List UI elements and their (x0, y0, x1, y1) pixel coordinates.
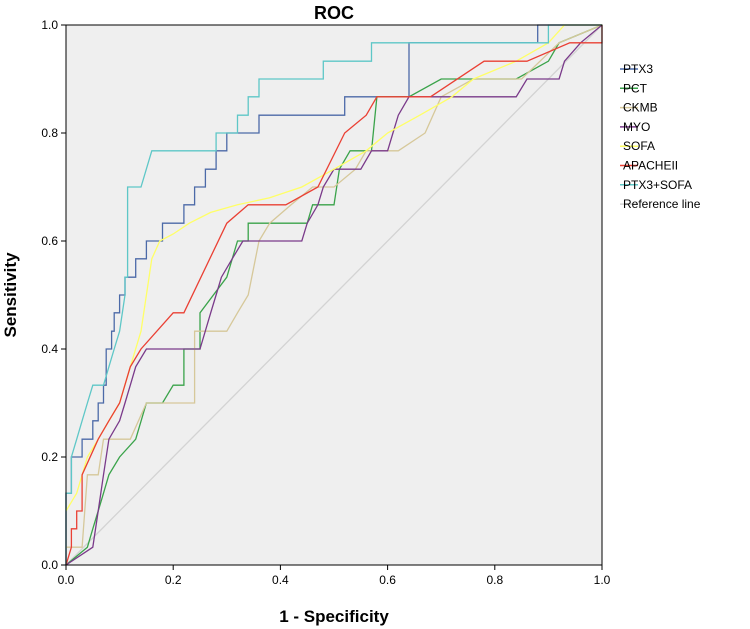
x-tick-label: 0.0 (58, 573, 75, 587)
series-line-ckmb (66, 24, 603, 548)
y-tick-label: 0.0 (41, 558, 58, 572)
legend-label: MYO (623, 120, 650, 134)
x-tick-label: 0.6 (379, 573, 396, 587)
series-line-ptx3-sofa (65, 24, 602, 565)
legend-label: PCT (623, 81, 648, 95)
series-line-myo (65, 24, 603, 566)
axis-ticks: 0.0 0.2 0.4 0.6 0.8 1.0 0.0 0.2 0.4 0.6 0.8 1.0 (41, 18, 610, 587)
y-axis-label: Sensitivity (1, 252, 20, 338)
x-tick-label: 0.4 (272, 573, 289, 587)
legend-label: CKMB (623, 101, 658, 115)
series-line-reference-line (65, 24, 603, 566)
x-axis-label: 1 - Specificity (279, 607, 389, 626)
legend-label: PTX3 (623, 62, 653, 76)
x-tick-label: 0.8 (486, 573, 503, 587)
y-tick-label: 1.0 (41, 18, 58, 32)
x-tick-label: 0.2 (165, 573, 182, 587)
legend-label: PTX3+SOFA (623, 178, 692, 192)
legend-label: Reference line (623, 197, 701, 211)
y-tick-label: 0.2 (41, 450, 58, 464)
y-tick-label: 0.4 (41, 342, 58, 356)
plot-border (65, 24, 603, 566)
legend: PTX3 PCT CKMB MYO SOFA APACHEII PTX3+SOFA Refer… (620, 62, 701, 211)
legend-label: SOFA (623, 139, 655, 153)
chart-title: ROC (314, 3, 354, 23)
x-tick-label: 1.0 (594, 573, 611, 587)
series-layer (65, 24, 603, 566)
series-line-ptx3 (65, 24, 602, 565)
legend-label: APACHEII (623, 159, 678, 173)
y-tick-label: 0.8 (41, 126, 58, 140)
y-tick-label: 0.6 (41, 234, 58, 248)
series-line-apacheii (65, 25, 603, 566)
